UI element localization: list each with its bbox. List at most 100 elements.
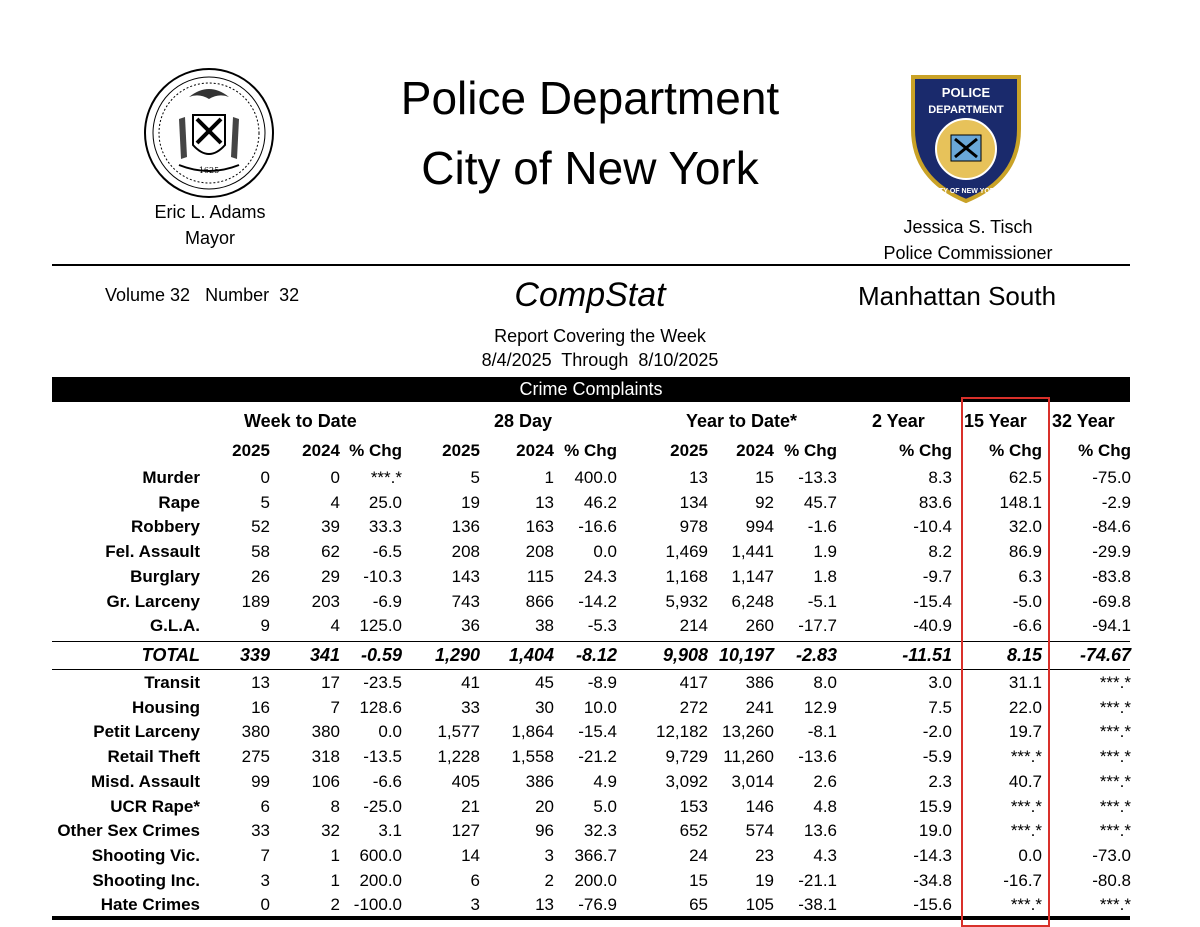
cell-ytd-chg: 13.6 (803, 821, 837, 841)
cell-wtd-2025: 52 (251, 517, 270, 537)
cell-ytd-2025: 15 (689, 870, 708, 890)
cell-ytd-2024: 994 (745, 517, 774, 537)
cell-y32-chg: -29.9 (1092, 542, 1131, 562)
cell-ytd-2024: 11,260 (723, 747, 774, 767)
cell-d28-2024: 1,558 (511, 747, 554, 767)
cell-d28-chg: -16.6 (578, 517, 617, 537)
row-label: Petit Larceny (93, 722, 200, 742)
table-row: Fel. Assault 58 62 -6.5 208 208 0.0 1,469 1,441 1… (0, 540, 1200, 564)
svg-text:CITY OF NEW YORK: CITY OF NEW YORK (932, 188, 1000, 195)
cell-wtd-2025: 7 (260, 845, 270, 865)
cell-d28-2025: 21 (461, 796, 480, 816)
cell-wtd-2024: 1 (330, 845, 340, 865)
cell-d28-chg: 366.7 (574, 845, 617, 865)
cell-ytd-chg: 4.3 (813, 845, 837, 865)
cell-y2-chg: 19.0 (918, 821, 952, 841)
cell-ytd-2025: 24 (689, 845, 708, 865)
cell-ytd-chg: -21.1 (798, 870, 837, 890)
cell-wtd-2025: 275 (241, 747, 270, 767)
table-row: Petit Larceny 380 380 0.0 1,577 1,864 -15.4 12,… (0, 720, 1200, 744)
cell-wtd-2024: 341 (309, 645, 340, 665)
cell-ytd-2024: 574 (745, 821, 774, 841)
cell-wtd-2024: 17 (321, 673, 340, 692)
cell-wtd-chg: 128.6 (359, 697, 402, 717)
cell-ytd-chg: -2.83 (795, 645, 837, 665)
cell-wtd-chg: 0.0 (378, 722, 402, 742)
cell-y15-chg: 40.7 (1008, 771, 1042, 791)
row-label: Gr. Larceny (106, 591, 200, 611)
cell-wtd-2025: 99 (251, 771, 270, 791)
cell-y15-chg: ***.* (1010, 747, 1042, 767)
cell-d28-chg: -21.2 (578, 747, 617, 767)
table-row: Transit 13 17 -23.5 41 45 -8.9 417 386 8.0 3.0 31.1… (0, 671, 1200, 695)
cell-wtd-2025: 58 (251, 542, 270, 562)
cell-y2-chg: -5.9 (922, 747, 952, 767)
cell-wtd-chg: -10.3 (363, 566, 402, 586)
cell-ytd-2024: 241 (745, 697, 774, 717)
cell-y32-chg: ***.* (1099, 771, 1131, 791)
cell-y15-chg: 86.9 (1008, 542, 1042, 562)
cell-ytd-chg: -5.1 (807, 591, 837, 611)
table-row: Burglary 26 29 -10.3 143 115 24.3 1,168 1,147 1.8… (0, 565, 1200, 589)
cell-wtd-2025: 9 (260, 616, 270, 636)
cell-d28-chg: 32.3 (583, 821, 617, 841)
cell-d28-2025: 36 (461, 616, 480, 636)
cell-y15-chg: 62.5 (1008, 468, 1042, 487)
svg-text:DEPARTMENT: DEPARTMENT (928, 104, 1004, 116)
cell-ytd-2024: 13,260 (722, 722, 774, 742)
cell-y32-chg: ***.* (1099, 895, 1131, 915)
cell-y2-chg: 8.2 (928, 542, 952, 562)
cell-y32-chg: -2.9 (1101, 492, 1131, 512)
cell-d28-2025: 1,290 (434, 645, 480, 665)
cell-d28-2025: 136 (451, 517, 480, 537)
table-row: Murder 0 0 ***.* 5 1 400.0 13 15 -13.3 8.3 62.5 -75.… (0, 466, 1200, 490)
cell-ytd-2025: 9,729 (665, 747, 708, 767)
cell-wtd-chg: -6.6 (372, 771, 402, 791)
cell-y15-chg: 19.7 (1008, 722, 1042, 742)
col-header-wtd-chg: % Chg (349, 441, 402, 460)
cell-y32-chg: -83.8 (1092, 566, 1131, 586)
cell-y32-chg: -94.1 (1092, 616, 1131, 636)
cell-d28-chg: 4.9 (593, 771, 617, 791)
cell-y2-chg: -10.4 (913, 517, 952, 537)
cell-y2-chg: -2.0 (922, 722, 952, 742)
cell-ytd-2025: 3,092 (665, 771, 708, 791)
cell-y2-chg: -15.6 (913, 895, 952, 915)
row-label: Housing (132, 697, 200, 717)
total-top-rule (52, 641, 1130, 642)
cell-y32-chg: ***.* (1099, 821, 1131, 841)
cell-d28-chg: -5.3 (587, 616, 617, 636)
cell-ytd-2024: 260 (745, 616, 774, 636)
cell-d28-2025: 14 (461, 845, 480, 865)
cell-wtd-2024: 106 (311, 771, 340, 791)
cell-d28-2025: 6 (470, 870, 480, 890)
cell-y2-chg: -34.8 (913, 870, 952, 890)
cell-ytd-chg: 1.9 (813, 542, 837, 562)
volume-number: Volume 32 Number 32 (105, 285, 300, 305)
nypd-badge-icon: POLICE DEPARTMENT CITY OF NEW YORK (905, 67, 1027, 205)
cell-ytd-2025: 1,469 (665, 542, 708, 562)
cell-y15-chg: 8.15 (1006, 645, 1042, 665)
cell-ytd-chg: -38.1 (798, 895, 837, 915)
cell-d28-2024: 30 (535, 697, 554, 717)
cell-y2-chg: 7.5 (928, 697, 952, 717)
cell-wtd-chg: 25.0 (368, 492, 402, 512)
cell-wtd-2024: 318 (311, 747, 340, 767)
cell-ytd-chg: 4.8 (813, 796, 837, 816)
page-title-line1: Police Department (400, 72, 780, 124)
total-bottom-rule (52, 669, 1130, 670)
cell-wtd-2024: 7 (330, 697, 340, 717)
table-row: Hate Crimes 0 2 -100.0 3 13 -76.9 65 105 -38.1 -15… (0, 893, 1200, 917)
cell-y32-chg: ***.* (1099, 722, 1131, 742)
cell-d28-chg: -14.2 (578, 591, 617, 611)
cell-wtd-chg: -6.9 (372, 591, 402, 611)
cell-y32-chg: -84.6 (1092, 517, 1131, 537)
cell-d28-2024: 1,864 (511, 722, 554, 742)
cell-wtd-chg: 33.3 (368, 517, 402, 537)
cell-y2-chg: 2.3 (928, 771, 952, 791)
cell-d28-2024: 2 (544, 870, 554, 890)
cell-wtd-chg: -0.59 (360, 645, 402, 665)
row-label: Burglary (130, 566, 200, 586)
cell-d28-2024: 1,404 (508, 645, 554, 665)
row-label: Rape (158, 492, 200, 512)
